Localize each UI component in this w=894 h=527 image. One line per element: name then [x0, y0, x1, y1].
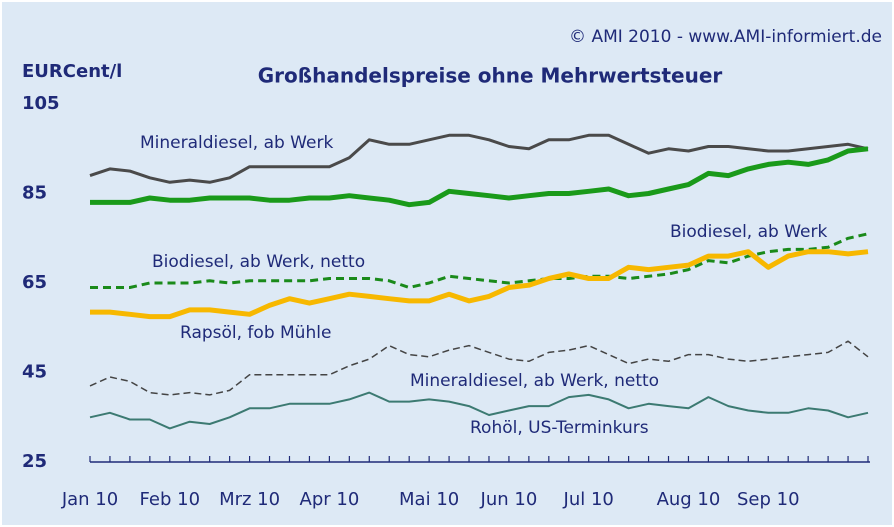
series-label: Rohöl, US-Terminkurs: [470, 418, 649, 438]
series-label: Rapsöl, fob Mühle: [180, 323, 331, 343]
x-tick-label: Jun 10: [480, 489, 538, 510]
x-tick-label: Mai 10: [399, 489, 459, 510]
source: © AMI 2010 - www.AMI-informiert.de: [569, 27, 882, 47]
series-line: [90, 232, 869, 289]
x-tick-label: Feb 10: [140, 489, 201, 510]
series-label: Biodiesel, ab Werk, netto: [152, 252, 365, 272]
y-axis-label: EURCent/l: [22, 61, 122, 82]
series-label: Mineraldiesel, ab Werk, netto: [410, 371, 659, 391]
series-line: [90, 146, 869, 208]
series-line: [90, 249, 869, 320]
y-tick-label: 25: [22, 451, 47, 472]
y-tick-label: 65: [22, 272, 47, 293]
x-tick-label: Aug 10: [657, 489, 721, 510]
x-tick-label: Jan 10: [61, 489, 118, 510]
chart-title: Großhandelspreise ohne Mehrwertsteuer: [258, 64, 723, 88]
y-tick-label: 45: [22, 362, 47, 383]
x-tick-label: Jul 10: [563, 489, 614, 510]
series-label: Mineraldiesel, ab Werk: [140, 133, 333, 153]
series-line: [89, 133, 869, 184]
y-tick-label: 105: [22, 93, 60, 114]
x-tick-label: Apr 10: [300, 489, 360, 510]
x-tick-label: Sep 10: [737, 489, 800, 510]
x-tick-label: Mrz 10: [219, 489, 280, 510]
series-label: Biodiesel, ab Werk: [670, 222, 827, 242]
series-line: [89, 391, 869, 430]
y-tick-label: 85: [22, 183, 47, 204]
series-line: [89, 340, 869, 396]
